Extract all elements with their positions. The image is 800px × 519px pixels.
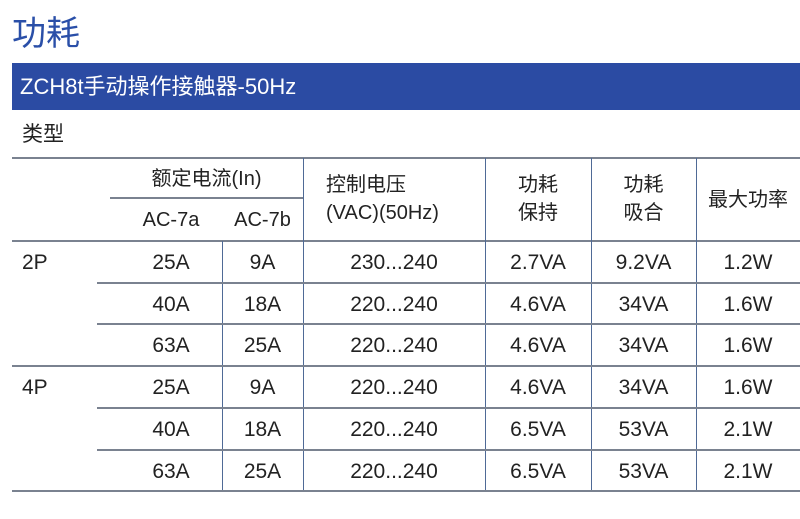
cell-ac7b: 18A bbox=[243, 292, 282, 316]
cell-ac7a: 40A bbox=[152, 417, 190, 441]
pole-label: 4P bbox=[22, 376, 48, 400]
header-pull-2: 吸合 bbox=[623, 202, 664, 224]
header-control-voltage-unit: (VAC)(50Hz) bbox=[326, 202, 439, 224]
cell-ac7b: 25A bbox=[243, 459, 282, 483]
section-header-title: ZCH8t手动操作接触器-50Hz bbox=[20, 74, 297, 99]
type-label: 类型 bbox=[22, 123, 64, 146]
cell-hold-power: 4.6VA bbox=[510, 292, 566, 316]
divider bbox=[12, 157, 800, 159]
cell-control-voltage: 220...240 bbox=[350, 459, 438, 483]
header-ac7b: AC-7b bbox=[234, 209, 291, 231]
header-pull: 功耗 bbox=[623, 174, 664, 196]
header-rated-current: 额定电流(In) bbox=[151, 168, 262, 190]
cell-pull-power: 34VA bbox=[618, 292, 669, 316]
cell-max-power: 2.1W bbox=[723, 459, 773, 483]
cell-control-voltage: 220...240 bbox=[350, 376, 438, 400]
divider bbox=[12, 490, 800, 492]
section-header-bar bbox=[12, 63, 800, 110]
divider bbox=[97, 449, 800, 451]
cell-control-voltage: 220...240 bbox=[350, 292, 438, 316]
header-hold-2: 保持 bbox=[518, 202, 558, 224]
cell-ac7b: 9A bbox=[249, 251, 276, 274]
cell-ac7b: 9A bbox=[249, 376, 276, 400]
cell-hold-power: 2.7VA bbox=[510, 251, 566, 274]
cell-max-power: 1.6W bbox=[723, 376, 773, 400]
cell-ac7a: 25A bbox=[152, 251, 190, 274]
divider bbox=[12, 365, 800, 367]
divider bbox=[110, 197, 303, 199]
cell-ac7a: 25A bbox=[152, 376, 190, 400]
header-hold: 功耗 bbox=[518, 174, 558, 196]
cell-max-power: 1.2W bbox=[723, 251, 773, 274]
divider bbox=[97, 323, 800, 325]
cell-hold-power: 4.6VA bbox=[510, 376, 566, 400]
divider bbox=[97, 282, 800, 284]
cell-control-voltage: 220...240 bbox=[350, 334, 438, 358]
page-title: 功耗 bbox=[12, 15, 80, 53]
cell-pull-power: 34VA bbox=[618, 334, 669, 358]
cell-pull-power: 53VA bbox=[618, 417, 669, 441]
cell-ac7a: 63A bbox=[152, 459, 190, 483]
cell-max-power: 2.1W bbox=[723, 417, 773, 441]
cell-hold-power: 6.5VA bbox=[510, 417, 566, 441]
header-max-power: 最大功率 bbox=[708, 189, 788, 211]
cell-max-power: 1.6W bbox=[723, 292, 773, 316]
cell-pull-power: 34VA bbox=[618, 376, 669, 400]
cell-hold-power: 4.6VA bbox=[510, 334, 566, 358]
cell-pull-power: 9.2VA bbox=[615, 251, 672, 274]
cell-ac7a: 40A bbox=[152, 292, 190, 316]
divider bbox=[12, 240, 800, 242]
cell-ac7b: 25A bbox=[243, 334, 282, 358]
divider bbox=[97, 407, 800, 409]
cell-pull-power: 53VA bbox=[618, 459, 669, 483]
pole-label: 2P bbox=[22, 251, 48, 274]
header-control-voltage: 控制电压 bbox=[326, 174, 406, 196]
cell-ac7b: 18A bbox=[243, 417, 282, 441]
cell-max-power: 1.6W bbox=[723, 334, 773, 358]
header-ac7a: AC-7a bbox=[142, 209, 200, 231]
cell-control-voltage: 230...240 bbox=[350, 251, 438, 274]
cell-hold-power: 6.5VA bbox=[510, 459, 566, 483]
cell-ac7a: 63A bbox=[152, 334, 190, 358]
cell-control-voltage: 220...240 bbox=[350, 417, 438, 441]
